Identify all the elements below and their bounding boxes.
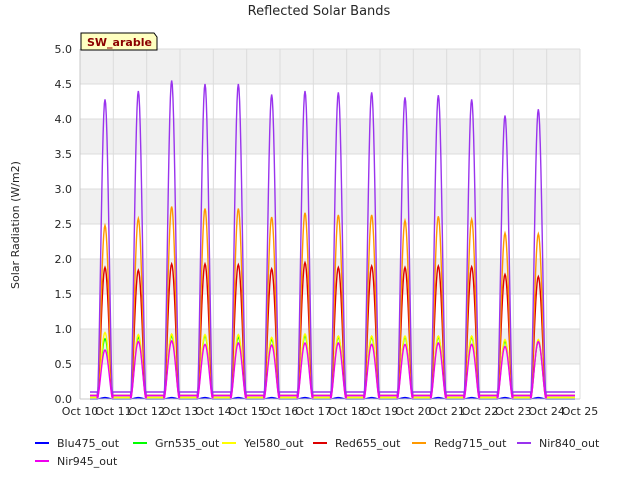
y-tick-label: 0.0	[55, 393, 73, 406]
grid-band	[80, 329, 580, 364]
legend-label: Nir945_out	[57, 455, 118, 468]
legend-item: Redg715_out	[412, 437, 507, 450]
y-tick-label: 2.0	[55, 253, 73, 266]
legend-label: Redg715_out	[434, 437, 507, 450]
y-tick-label: 4.0	[55, 113, 73, 126]
x-tick-label: Oct 14	[195, 405, 232, 418]
legend-item: Red655_out	[313, 437, 401, 450]
legend-item: Grn535_out	[133, 437, 220, 450]
x-tick-label: Oct 22	[462, 405, 499, 418]
legend-label: Nir840_out	[539, 437, 600, 450]
series-line-nir945_out	[90, 339, 575, 400]
x-tick-label: Oct 12	[128, 405, 165, 418]
grid-lines	[79, 48, 581, 400]
x-tick-label: Oct 24	[528, 405, 565, 418]
legend-label: Blu475_out	[57, 437, 120, 450]
y-tick-label: 2.5	[55, 218, 73, 231]
legend: Blu475_out Grn535_out Yel580_out Red655_out…	[35, 437, 600, 468]
y-tick-label: 3.5	[55, 148, 73, 161]
x-tick-label: Oct 16	[262, 405, 299, 418]
series-line-nir840_out	[90, 80, 575, 400]
x-tick-label: Oct 13	[162, 405, 199, 418]
y-tick-label: 1.0	[55, 323, 73, 336]
x-tick-label: Oct 25	[562, 405, 599, 418]
grid-band	[80, 119, 580, 154]
y-tick-label: 0.5	[55, 358, 73, 371]
x-tick-label: Oct 18	[328, 405, 365, 418]
x-tick-label: Oct 10	[62, 405, 99, 418]
axes	[79, 49, 580, 400]
grid-band	[80, 189, 580, 224]
y-tick-label: 5.0	[55, 43, 73, 56]
annotation-label: SW_arable	[87, 36, 152, 49]
y-tick-label: 1.5	[55, 288, 73, 301]
legend-label: Red655_out	[335, 437, 401, 450]
grid-band	[80, 49, 580, 84]
legend-label: Yel580_out	[243, 437, 304, 450]
x-tick-label: Oct 21	[428, 405, 465, 418]
chart-title: Reflected Solar Bands	[248, 4, 391, 19]
legend-label: Grn535_out	[155, 437, 220, 450]
x-tick-label: Oct 19	[362, 405, 399, 418]
legend-item: Nir945_out	[35, 455, 118, 468]
y-ticks: 0.0 0.5 1.0 1.5 2.0 2.5 3.0 3.5 4.0 4.5 5.0	[55, 43, 73, 406]
legend-item: Yel580_out	[222, 437, 304, 450]
grid-band	[80, 259, 580, 294]
annotation-badge: SW_arable	[80, 32, 158, 51]
x-tick-label: Oct 15	[228, 405, 265, 418]
x-tick-label: Oct 17	[295, 405, 332, 418]
legend-item: Blu475_out	[35, 437, 120, 450]
series-layer	[90, 80, 575, 400]
y-tick-label: 3.0	[55, 183, 73, 196]
x-tick-label: Oct 20	[395, 405, 432, 418]
legend-item: Nir840_out	[517, 437, 600, 450]
x-tick-label: Oct 23	[495, 405, 532, 418]
y-axis-label: Solar Radiation (W/m2)	[9, 161, 22, 289]
y-tick-label: 4.5	[55, 78, 73, 91]
x-tick-label: Oct 11	[95, 405, 132, 418]
